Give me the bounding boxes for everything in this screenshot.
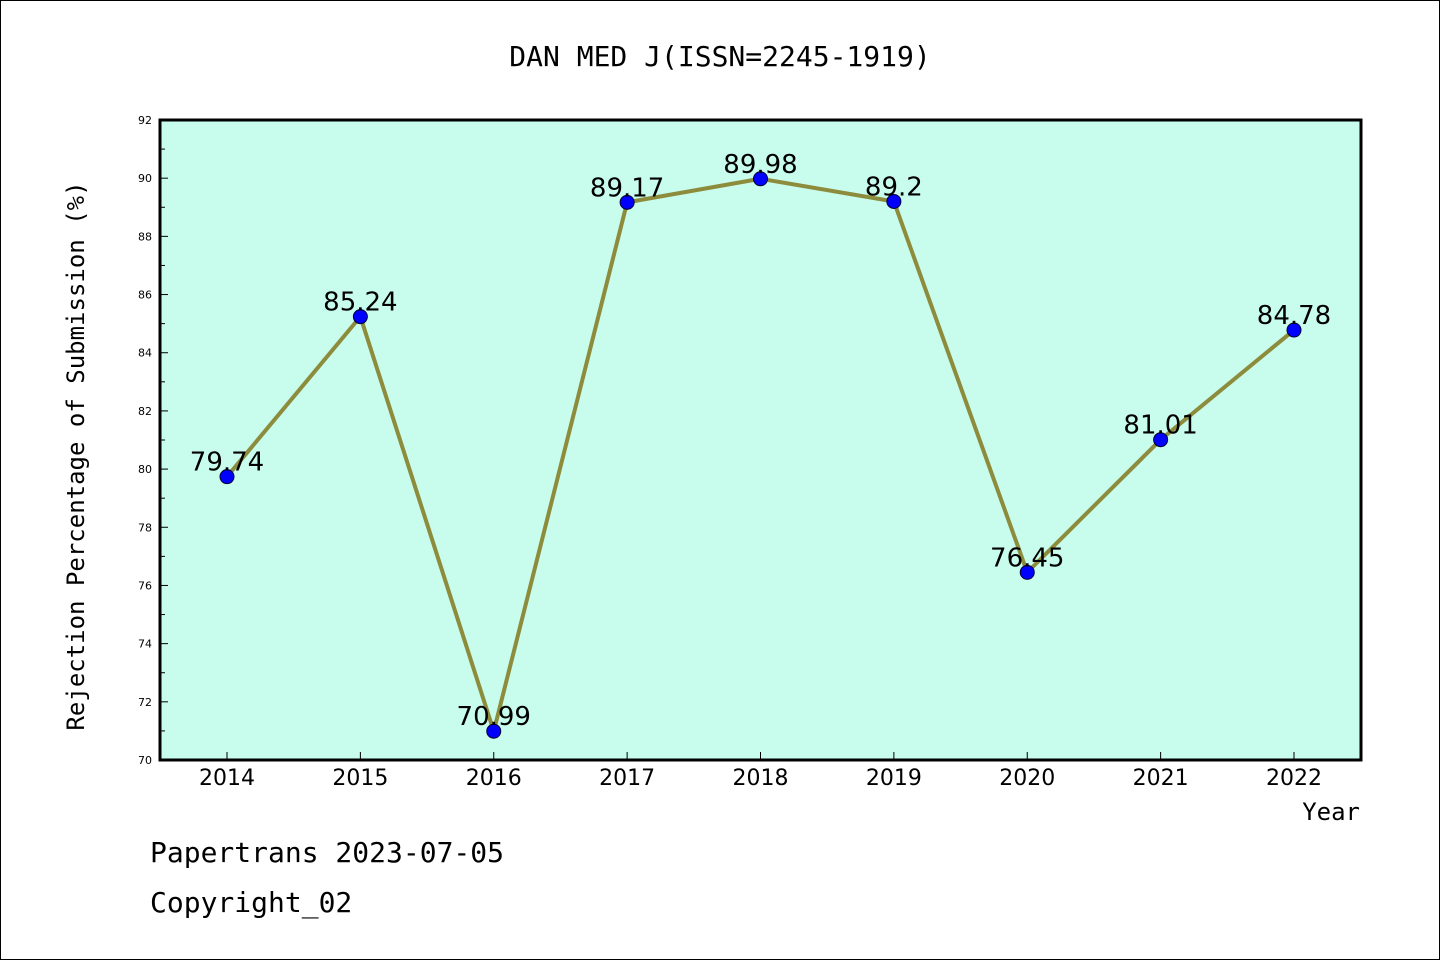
y-tick-label: 84 bbox=[138, 347, 152, 360]
data-label: 70.99 bbox=[457, 702, 531, 732]
data-point bbox=[352, 309, 368, 325]
data-label: 89.98 bbox=[723, 150, 797, 180]
x-tick-label: 2014 bbox=[199, 766, 255, 791]
data-point bbox=[619, 194, 635, 210]
y-tick-label: 90 bbox=[138, 172, 152, 185]
marker-group bbox=[219, 171, 1302, 739]
data-label: 89.17 bbox=[590, 173, 664, 203]
y-tick-label: 92 bbox=[138, 114, 152, 127]
y-tick-label: 88 bbox=[138, 230, 152, 243]
y-tick-label: 70 bbox=[138, 754, 152, 767]
y-tick-label: 80 bbox=[138, 463, 152, 476]
data-label: 76.45 bbox=[990, 543, 1064, 573]
data-label: 85.24 bbox=[323, 288, 397, 318]
y-tick-label: 76 bbox=[138, 579, 152, 592]
x-tick-label: 2022 bbox=[1266, 766, 1322, 791]
y-tick-label: 82 bbox=[138, 405, 152, 418]
data-point bbox=[219, 469, 235, 485]
x-tick-label: 2021 bbox=[1133, 766, 1189, 791]
chart-title: DAN MED J(ISSN=2245-1919) bbox=[509, 40, 930, 73]
footer-date: Papertrans 2023-07-05 bbox=[150, 836, 505, 869]
x-axis: 2014 2015 2016 2017 2018 2019 2020 2021 2022 bbox=[199, 752, 1322, 791]
y-tick-label: 72 bbox=[138, 696, 152, 709]
x-axis-label: Year bbox=[1302, 798, 1360, 826]
y-axis: 70 72 74 76 78 80 82 84 86 88 90 92 bbox=[138, 114, 168, 767]
data-point bbox=[753, 171, 768, 187]
y-tick-label: 86 bbox=[138, 289, 152, 302]
x-tick-label: 2020 bbox=[999, 766, 1055, 791]
y-tick-label: 78 bbox=[138, 521, 152, 534]
y-axis-label: Rejection Percentage of Submission (%) bbox=[62, 181, 90, 730]
plot-border bbox=[158, 118, 1363, 762]
footer-copyright: Copyright_02 bbox=[150, 886, 353, 919]
data-label: 84.78 bbox=[1257, 301, 1331, 331]
x-tick-label: 2015 bbox=[332, 766, 388, 791]
data-label: 79.74 bbox=[190, 448, 264, 478]
x-tick-label: 2017 bbox=[599, 766, 655, 791]
data-point bbox=[1153, 432, 1169, 448]
x-tick-label: 2018 bbox=[733, 766, 789, 791]
data-label: 89.2 bbox=[865, 172, 923, 202]
data-point bbox=[486, 723, 502, 739]
x-tick-label: 2019 bbox=[866, 766, 922, 791]
data-label: 81.01 bbox=[1123, 411, 1197, 441]
x-tick-label: 2016 bbox=[466, 766, 522, 791]
data-point bbox=[1019, 564, 1035, 580]
data-label-group: 79.74 85.24 70.99 89.17 89.98 89.2 76.45 81.01 8… bbox=[190, 150, 1331, 732]
y-tick-label: 74 bbox=[138, 638, 152, 651]
data-point bbox=[886, 193, 902, 209]
data-point bbox=[1286, 322, 1302, 338]
